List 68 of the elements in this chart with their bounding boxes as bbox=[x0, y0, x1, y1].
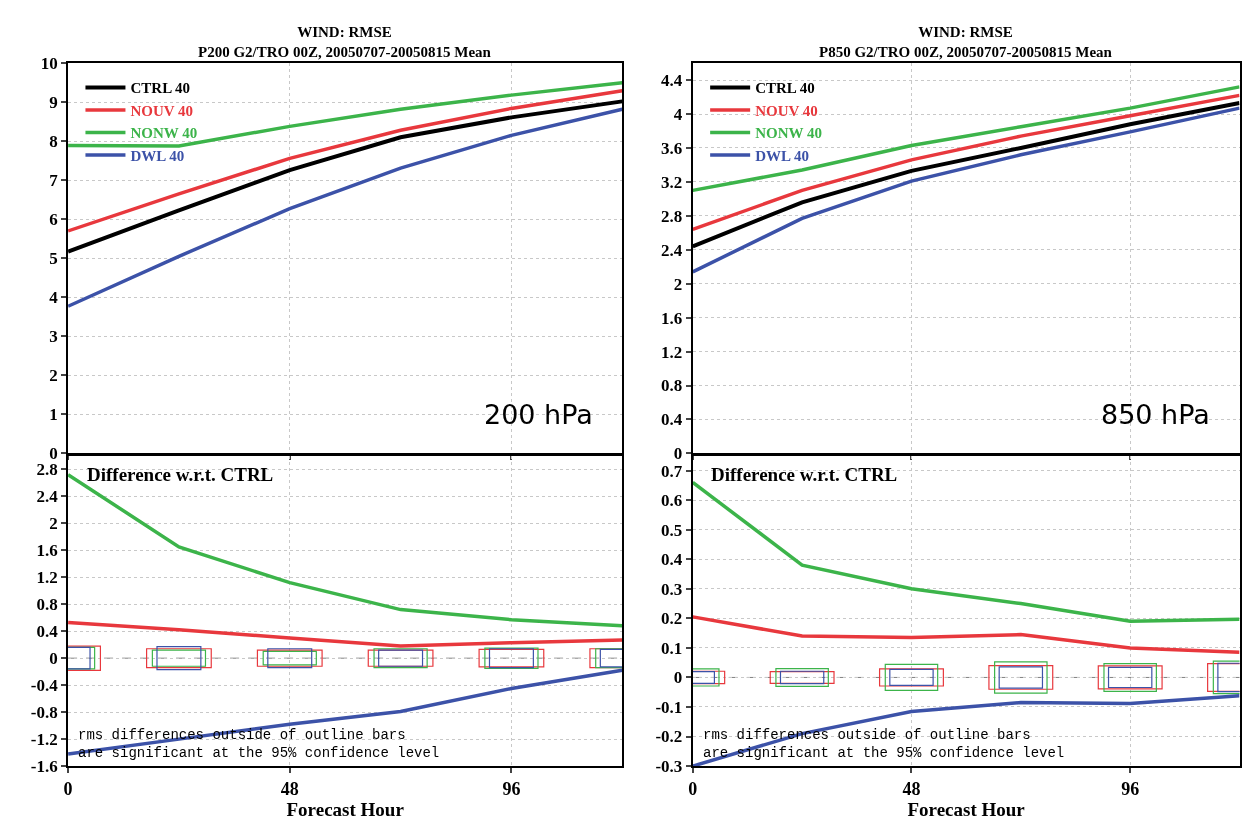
y-tick-label: 0.3 bbox=[661, 579, 683, 599]
y-tick-label: 3 bbox=[49, 327, 58, 347]
legend-label: NOUV 40 bbox=[130, 102, 194, 119]
y-tick-label: -0.1 bbox=[655, 697, 683, 717]
y-tick-label: 0 bbox=[673, 444, 683, 464]
y-tick-label: 2.4 bbox=[661, 240, 683, 260]
y-tick-label: 2.8 bbox=[661, 206, 683, 226]
y-tick-label: -1.2 bbox=[30, 730, 58, 750]
annotation: 850 hPa bbox=[1101, 399, 1210, 430]
y-tick-label: 5 bbox=[49, 249, 58, 269]
y-tick-label: 0 bbox=[673, 668, 683, 688]
y-tick-label: 4 bbox=[673, 104, 683, 124]
y-tick-label: 6 bbox=[49, 210, 58, 230]
y-tick-label: 2.4 bbox=[36, 487, 59, 507]
legend-label: NOUV 40 bbox=[755, 102, 818, 119]
y-tick-label: 0.8 bbox=[36, 595, 58, 615]
y-tick-label: 0.7 bbox=[661, 461, 683, 481]
y-tick-label: 1.6 bbox=[36, 541, 58, 561]
legend-label: CTRL 40 bbox=[755, 80, 815, 97]
y-tick-label: -0.8 bbox=[30, 703, 58, 723]
y-tick-label: 7 bbox=[49, 171, 59, 191]
y-tick-label: 9 bbox=[49, 93, 58, 113]
y-tick-label: 4.4 bbox=[661, 71, 683, 91]
x-tick-label: 48 bbox=[902, 778, 921, 799]
chart-title: WIND: RMSE bbox=[297, 24, 392, 40]
y-tick-label: -0.3 bbox=[655, 757, 683, 777]
y-tick-label: 2 bbox=[49, 366, 58, 386]
y-tick-label: 1.2 bbox=[36, 568, 58, 588]
legend-label: DWL 40 bbox=[755, 147, 809, 164]
x-axis-title: Forecast Hour bbox=[907, 798, 1026, 820]
y-tick-label: 0 bbox=[49, 649, 58, 669]
y-tick-label: -1.6 bbox=[30, 757, 58, 777]
chart-title: WIND: RMSE bbox=[918, 24, 1013, 40]
y-tick-label: 0.4 bbox=[36, 622, 59, 642]
x-tick-label: 0 bbox=[688, 778, 698, 799]
y-tick-label: 0.8 bbox=[661, 376, 683, 396]
x-tick-label: 0 bbox=[63, 778, 73, 799]
y-tick-label: 10 bbox=[40, 54, 58, 74]
y-tick-label: 0.6 bbox=[661, 491, 683, 511]
legend-label: DWL 40 bbox=[130, 147, 185, 164]
y-tick-label: 0.5 bbox=[661, 520, 683, 540]
y-tick-label: 3.2 bbox=[661, 172, 683, 192]
chart-subtitle: P850 G2/TRO 00Z, 20050707-20050815 Mean bbox=[819, 43, 1113, 60]
y-tick-label: 0.1 bbox=[661, 638, 683, 658]
y-tick-label: 4 bbox=[49, 288, 59, 308]
legend-label: NONW 40 bbox=[130, 125, 198, 142]
x-tick-label: 96 bbox=[1121, 778, 1140, 799]
y-tick-label: 3.6 bbox=[661, 138, 683, 158]
legend-label: NONW 40 bbox=[755, 125, 822, 142]
y-tick-label: 0.2 bbox=[661, 609, 683, 629]
x-axis-title: Forecast Hour bbox=[286, 798, 405, 820]
y-tick-label: 1 bbox=[49, 405, 58, 425]
annotation: Difference w.r.t. CTRL bbox=[87, 464, 274, 485]
annotation: Difference w.r.t. CTRL bbox=[711, 464, 898, 485]
y-tick-label: 0.4 bbox=[661, 410, 683, 430]
y-tick-label: 0.4 bbox=[661, 550, 683, 570]
y-tick-label: -0.2 bbox=[655, 727, 683, 747]
y-tick-label: 2 bbox=[673, 274, 683, 294]
y-tick-label: 1.6 bbox=[661, 308, 683, 328]
x-tick-label: 96 bbox=[502, 778, 521, 799]
chart-subtitle: P200 G2/TRO 00Z, 20050707-20050815 Mean bbox=[198, 43, 492, 60]
x-tick-label: 48 bbox=[280, 778, 299, 799]
y-tick-label: 8 bbox=[49, 132, 58, 152]
annotation: 200 hPa bbox=[484, 399, 593, 430]
y-tick-label: -0.4 bbox=[30, 676, 59, 696]
legend-label: CTRL 40 bbox=[130, 80, 191, 97]
y-tick-label: 1.2 bbox=[661, 342, 683, 362]
y-tick-label: 2 bbox=[49, 514, 58, 534]
